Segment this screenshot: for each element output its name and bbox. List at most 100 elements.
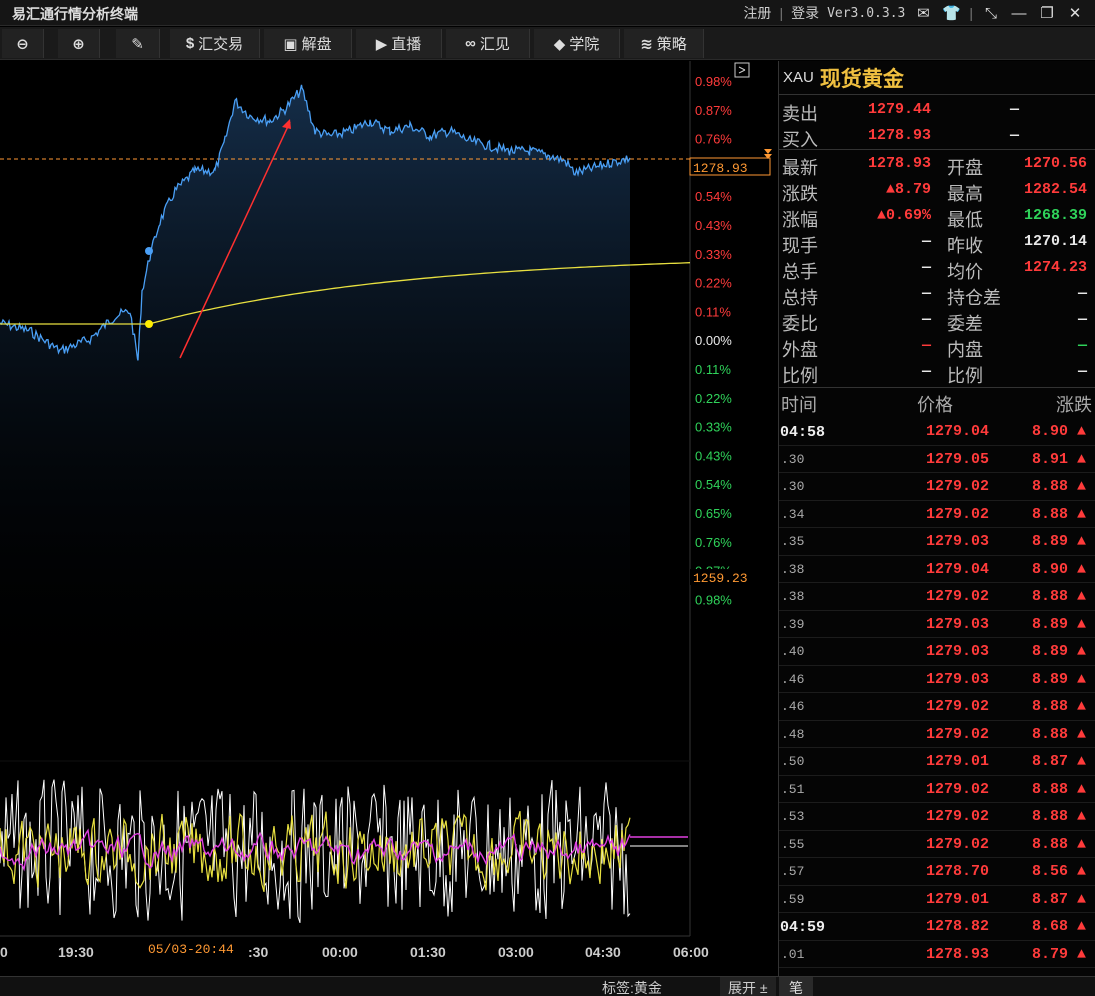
current-price-label: 1278.93 xyxy=(693,161,748,176)
zoom-in-button[interactable]: ⊕ xyxy=(58,29,100,58)
field-label: 持仓差 xyxy=(947,288,1001,308)
minimize-icon[interactable]: — xyxy=(1011,4,1027,22)
tick-row[interactable]: .39 1279.03 8.89 ▲ xyxy=(779,611,1095,638)
tick-time: .01 xyxy=(781,946,805,962)
zoom-out-button[interactable]: ⊖ xyxy=(2,29,44,58)
tool-huijiaoyi[interactable]: $ 汇交易 xyxy=(170,29,260,58)
tick-header: 时间 价格 涨跌 xyxy=(779,387,1095,415)
tool-zhibo[interactable]: ▶ 直播 xyxy=(356,29,442,58)
tick-row[interactable]: .59 1279.01 8.87 ▲ xyxy=(779,886,1095,913)
tick-row[interactable]: .01 1278.93 8.79 ▲ xyxy=(779,941,1095,968)
tick-change: 8.68 ▲ xyxy=(1031,918,1086,935)
mail-icon[interactable]: ✉ xyxy=(917,5,930,22)
tick-row[interactable]: .53 1279.02 8.88 ▲ xyxy=(779,803,1095,831)
field-value: — xyxy=(1077,285,1087,302)
intraday-chart[interactable]: 0.98% 0.87% 0.76% 0.65% 0.54% 0.43% 0.33% 0.22%… xyxy=(0,61,778,969)
tick-row[interactable]: .35 1279.03 8.89 ▲ xyxy=(779,528,1095,556)
tick-change: 8.88 ▲ xyxy=(1031,835,1086,853)
percent-tick-label: 0.98% xyxy=(695,74,732,89)
tick-row[interactable]: 04:59 1278.82 8.68 ▲ xyxy=(779,913,1095,941)
field-value: — xyxy=(921,337,931,354)
field-label: 涨跌 xyxy=(782,184,818,204)
tick-row[interactable]: .57 1278.70 8.56 ▲ xyxy=(779,858,1095,886)
field-label: 现手 xyxy=(782,236,818,256)
time-axis: 0 19:30:30 00:00 01:30 03:00 04:30 06:00 05/03-… xyxy=(0,939,709,960)
tick-time: .30 xyxy=(781,479,805,494)
field-label: 内盘 xyxy=(947,340,983,360)
tick-row[interactable]: .30 1279.05 8.91 ▲ xyxy=(779,446,1095,473)
average-price-line xyxy=(0,262,691,325)
tick-row[interactable]: .55 1279.02 8.88 ▲ xyxy=(779,831,1095,858)
register-link[interactable]: 注册 xyxy=(743,5,772,21)
quote-field-row: 最新 1278.93 开盘 1270.56 xyxy=(779,151,1095,178)
tool-xueyuan[interactable]: ◆ 学院 xyxy=(534,29,620,58)
tick-price: 1279.02 xyxy=(925,588,989,605)
tick-change: 8.88 ▲ xyxy=(1031,505,1086,523)
tool-label: 汇见 xyxy=(479,36,510,53)
shrink-icon[interactable]: ⤡ xyxy=(984,4,997,22)
oscillator-yellow-line xyxy=(0,811,631,893)
tick-change: 8.88 ▲ xyxy=(1031,588,1086,605)
tick-price: 1279.04 xyxy=(925,423,989,440)
tool-celue[interactable]: ≋ 策略 xyxy=(624,29,704,58)
price-fill xyxy=(0,84,630,701)
field-label: 最低 xyxy=(947,210,983,230)
link-icon: ∞ xyxy=(465,35,476,52)
tick-change: 8.79 ▲ xyxy=(1031,945,1086,963)
dollar-icon: $ xyxy=(185,35,195,52)
tick-mode-button[interactable]: 笔 xyxy=(779,977,813,996)
tool-jiepan[interactable]: ▣ 解盘 xyxy=(264,29,352,58)
tool-huijian[interactable]: ∞ 汇见 xyxy=(446,29,530,58)
price-marker-dot xyxy=(145,247,153,255)
oscillator-series xyxy=(0,811,631,893)
low-price-label: 1259.23 xyxy=(693,571,748,586)
trend-arrow-line xyxy=(179,121,291,359)
tick-row[interactable]: .38 1279.04 8.90 ▲ xyxy=(779,556,1095,583)
quote-field-row: 比例 — 比例 — xyxy=(779,359,1095,386)
tick-row[interactable]: .34 1279.02 8.88 ▲ xyxy=(779,501,1095,528)
time-tick-label: 00:00 xyxy=(322,944,358,960)
tick-price: 1279.02 xyxy=(925,808,989,825)
expand-button[interactable]: 展开 ± xyxy=(720,977,776,996)
restore-icon[interactable]: ❐ xyxy=(1040,5,1054,22)
tick-price: 1279.02 xyxy=(925,698,989,715)
field-value: 1270.14 xyxy=(1023,233,1087,250)
tick-row[interactable]: .46 1279.02 8.88 ▲ xyxy=(779,693,1095,721)
tick-row[interactable]: .50 1279.01 8.87 ▲ xyxy=(779,748,1095,776)
separator: | xyxy=(969,5,973,21)
tick-price: 1278.70 xyxy=(925,863,989,880)
tick-change: 8.90 ▲ xyxy=(1031,423,1086,440)
quote-panel: XAU 现货黄金 卖出 1279.44 — 买入 1278.93 — 最新 127… xyxy=(778,61,1095,976)
tool-label: 解盘 xyxy=(301,36,332,53)
tick-row[interactable]: .38 1279.02 8.88 ▲ xyxy=(779,583,1095,611)
percent-tick-label: 0.00% xyxy=(695,333,732,348)
percent-tick-label: 0.98% xyxy=(695,592,732,607)
close-icon[interactable]: ✕ xyxy=(1068,5,1082,22)
percent-tick-label: 0.54% xyxy=(695,477,732,492)
percent-tick-label: 0.22% xyxy=(695,276,732,291)
tick-time: .53 xyxy=(781,809,805,824)
field-label: 总持 xyxy=(782,288,818,308)
tick-row[interactable]: 04:58 1279.04 8.90 ▲ xyxy=(779,418,1095,446)
field-value: 1268.39 xyxy=(1023,207,1087,224)
status-bar: 标签:黄金 展开 ± 笔 xyxy=(0,976,1095,996)
tick-row[interactable]: .46 1279.03 8.89 ▲ xyxy=(779,666,1095,693)
tick-price: 1279.02 xyxy=(925,725,989,743)
tick-change: 8.89 ▲ xyxy=(1031,615,1086,633)
tick-time: .48 xyxy=(781,726,805,742)
login-link[interactable]: 登录 xyxy=(791,5,820,21)
tick-row[interactable]: .30 1279.02 8.88 ▲ xyxy=(779,473,1095,501)
tick-row[interactable]: .40 1279.03 8.89 ▲ xyxy=(779,638,1095,666)
skin-icon[interactable]: 👕 xyxy=(942,5,961,22)
percent-tick-label: 0.33% xyxy=(695,420,732,435)
low-price-box xyxy=(690,569,770,585)
percent-tick-label: 0.65% xyxy=(695,506,732,521)
tick-row[interactable]: .48 1279.02 8.88 ▲ xyxy=(779,721,1095,748)
chart-svg[interactable]: 0.98% 0.87% 0.76% 0.65% 0.54% 0.43% 0.33% 0.22%… xyxy=(0,61,778,969)
layers-icon: ≋ xyxy=(640,35,653,53)
tick-header-time: 时间 xyxy=(781,395,817,415)
tick-row[interactable]: .51 1279.02 8.88 ▲ xyxy=(779,776,1095,803)
draw-button[interactable]: ✎ xyxy=(116,29,160,58)
field-value: — xyxy=(1077,311,1087,328)
tick-change: 8.89 ▲ xyxy=(1031,643,1086,660)
